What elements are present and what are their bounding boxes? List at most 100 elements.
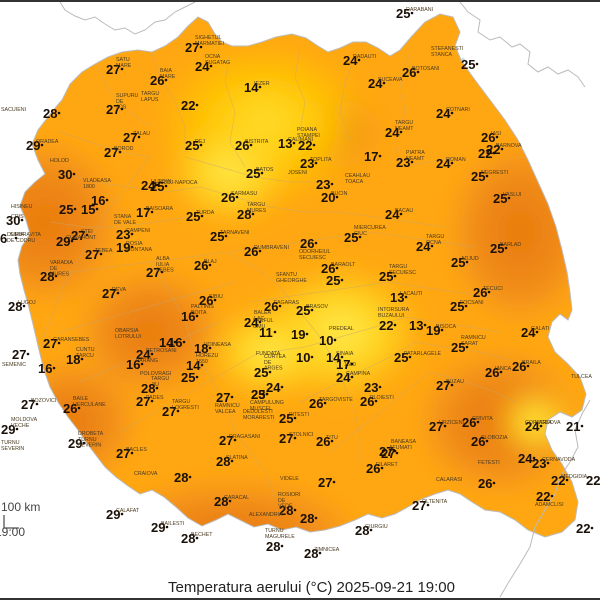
- svg-text:IASI: IASI: [491, 131, 501, 137]
- svg-text:CARANSEBES: CARANSEBES: [53, 337, 90, 343]
- svg-text:22: 22: [181, 98, 195, 113]
- svg-text:SECUIESC: SECUIESC: [299, 255, 326, 261]
- svg-text:TURDA: TURDA: [196, 210, 215, 216]
- svg-text:DRAGASANI: DRAGASANI: [229, 434, 260, 440]
- svg-text:MARE: MARE: [116, 63, 132, 69]
- svg-text:BAILESTI: BAILESTI: [161, 521, 184, 527]
- svg-text:ZALAU: ZALAU: [133, 131, 150, 137]
- svg-text:DE CODRU: DE CODRU: [7, 238, 35, 244]
- svg-text:SUCEAVA: SUCEAVA: [378, 77, 403, 83]
- svg-text:URZICENI: URZICENI: [439, 420, 464, 426]
- svg-text:16: 16: [91, 193, 105, 208]
- svg-text:25: 25: [461, 57, 475, 72]
- svg-text:VOINEASA: VOINEASA: [204, 342, 232, 348]
- svg-text:ADJUD: ADJUD: [461, 256, 479, 262]
- svg-text:11: 11: [259, 325, 273, 340]
- svg-text:CRIS: CRIS: [11, 214, 24, 220]
- svg-text:LUGOJ: LUGOJ: [18, 300, 36, 306]
- svg-text:BARNOVA: BARNOVA: [496, 143, 522, 149]
- svg-text:BOITA: BOITA: [191, 310, 207, 316]
- svg-text:23: 23: [316, 177, 330, 192]
- svg-text:Temperatura aerului (°C) 2025-: Temperatura aerului (°C) 2025-09-21 19:0…: [168, 579, 455, 596]
- svg-text:CORUGEA: CORUGEA: [525, 420, 552, 426]
- svg-text:16: 16: [168, 335, 182, 350]
- svg-text:27: 27: [12, 347, 26, 362]
- svg-text:SECUIESC: SECUIESC: [389, 270, 416, 276]
- svg-text:GHEORGHE: GHEORGHE: [276, 278, 307, 284]
- svg-text:22: 22: [586, 473, 600, 488]
- svg-text:CALARASI: CALARASI: [436, 477, 462, 483]
- svg-text:BOTOSANI: BOTOSANI: [412, 66, 439, 72]
- svg-text:LOTRULUI: LOTRULUI: [115, 334, 141, 340]
- svg-text:VECHE: VECHE: [11, 423, 30, 429]
- svg-text:BARAOLT: BARAOLT: [331, 262, 356, 268]
- svg-text:DE VALE: DE VALE: [114, 220, 136, 226]
- svg-text:PATARLAGELE: PATARLAGELE: [404, 351, 442, 357]
- svg-text:CRAIOVA: CRAIOVA: [134, 471, 158, 477]
- svg-text:SEVERIN: SEVERIN: [78, 443, 101, 449]
- svg-text:100 km: 100 km: [1, 500, 40, 514]
- svg-text:13: 13: [409, 318, 423, 333]
- svg-text:BOROD: BOROD: [114, 146, 134, 152]
- svg-text:MAGURELE: MAGURELE: [265, 534, 295, 540]
- svg-text:19:00: 19:00: [0, 525, 25, 539]
- svg-text:LACAUTI: LACAUTI: [400, 291, 422, 297]
- svg-text:28: 28: [174, 470, 188, 485]
- svg-text:CALIMANI: CALIMANI: [288, 137, 313, 143]
- svg-text:GALATI: GALATI: [531, 326, 549, 332]
- svg-text:GRIVITA: GRIVITA: [472, 416, 493, 422]
- svg-text:ORADEA: ORADEA: [36, 139, 59, 145]
- svg-text:CAMPENI: CAMPENI: [126, 228, 150, 234]
- svg-text:SACUIENI: SACUIENI: [1, 107, 26, 113]
- svg-text:27: 27: [318, 475, 332, 490]
- svg-text:CARACAL: CARACAL: [224, 495, 249, 501]
- svg-text:SUGATAG: SUGATAG: [205, 60, 230, 66]
- svg-text:MURES: MURES: [247, 208, 267, 214]
- svg-text:ALEXANDRIA: ALEXANDRIA: [249, 512, 283, 518]
- svg-text:GIURGIU: GIURGIU: [365, 524, 388, 530]
- svg-text:ZIMNICEA: ZIMNICEA: [314, 547, 340, 553]
- svg-text:TARNAVENI: TARNAVENI: [220, 230, 250, 236]
- svg-text:FETESTI: FETESTI: [478, 460, 500, 466]
- svg-text:BANEASA: BANEASA: [391, 439, 416, 445]
- svg-text:28: 28: [266, 539, 280, 554]
- svg-text:MARMATIEI: MARMATIEI: [195, 41, 224, 47]
- svg-text:PLOIESTI: PLOIESTI: [370, 395, 394, 401]
- svg-text:TITU: TITU: [326, 435, 338, 441]
- svg-text:28: 28: [43, 106, 57, 121]
- svg-text:RADAUTI: RADAUTI: [353, 54, 376, 60]
- svg-text:17: 17: [364, 149, 378, 164]
- svg-text:NEAMT: NEAMT: [406, 156, 425, 162]
- svg-text:LOGRESTI: LOGRESTI: [172, 405, 199, 411]
- svg-text:22: 22: [478, 146, 492, 161]
- svg-text:BISOCA: BISOCA: [436, 324, 456, 330]
- svg-text:SIBIU: SIBIU: [209, 294, 223, 300]
- svg-text:21: 21: [566, 419, 580, 434]
- svg-text:POLOVRAGI: POLOVRAGI: [140, 371, 171, 377]
- svg-text:BRAILA: BRAILA: [522, 360, 541, 366]
- svg-text:MORARESTI: MORARESTI: [243, 415, 275, 421]
- svg-text:HISINEU: HISINEU: [11, 204, 33, 210]
- svg-text:VIDELE: VIDELE: [280, 476, 299, 482]
- svg-text:22: 22: [379, 318, 393, 333]
- svg-text:BUZAULUI: BUZAULUI: [378, 313, 404, 319]
- svg-text:MONTANA: MONTANA: [126, 247, 153, 253]
- svg-text:TOACA: TOACA: [345, 179, 364, 185]
- svg-text:MURES: MURES: [50, 272, 70, 278]
- svg-text:MEDGIDIA: MEDGIDIA: [561, 474, 588, 480]
- svg-text:1800: 1800: [83, 184, 95, 190]
- svg-text:1550: 1550: [196, 359, 208, 365]
- svg-text:10: 10: [319, 333, 333, 348]
- svg-text:BISTRITA: BISTRITA: [245, 139, 269, 145]
- svg-text:BATOS: BATOS: [256, 167, 274, 173]
- svg-text:HOLOD: HOLOD: [50, 158, 69, 164]
- svg-text:IANCA: IANCA: [495, 366, 512, 372]
- svg-text:CLUJ-NAPOCA: CLUJ-NAPOCA: [160, 180, 198, 186]
- svg-text:STOLNICI: STOLNICI: [289, 432, 313, 438]
- svg-text:MARE: MARE: [160, 74, 176, 80]
- svg-text:28: 28: [300, 511, 314, 526]
- svg-text:VALCEA: VALCEA: [215, 409, 236, 415]
- svg-text:BUCIN: BUCIN: [331, 191, 348, 197]
- svg-text:24: 24: [518, 451, 533, 466]
- svg-text:CALAFAT: CALAFAT: [116, 508, 140, 514]
